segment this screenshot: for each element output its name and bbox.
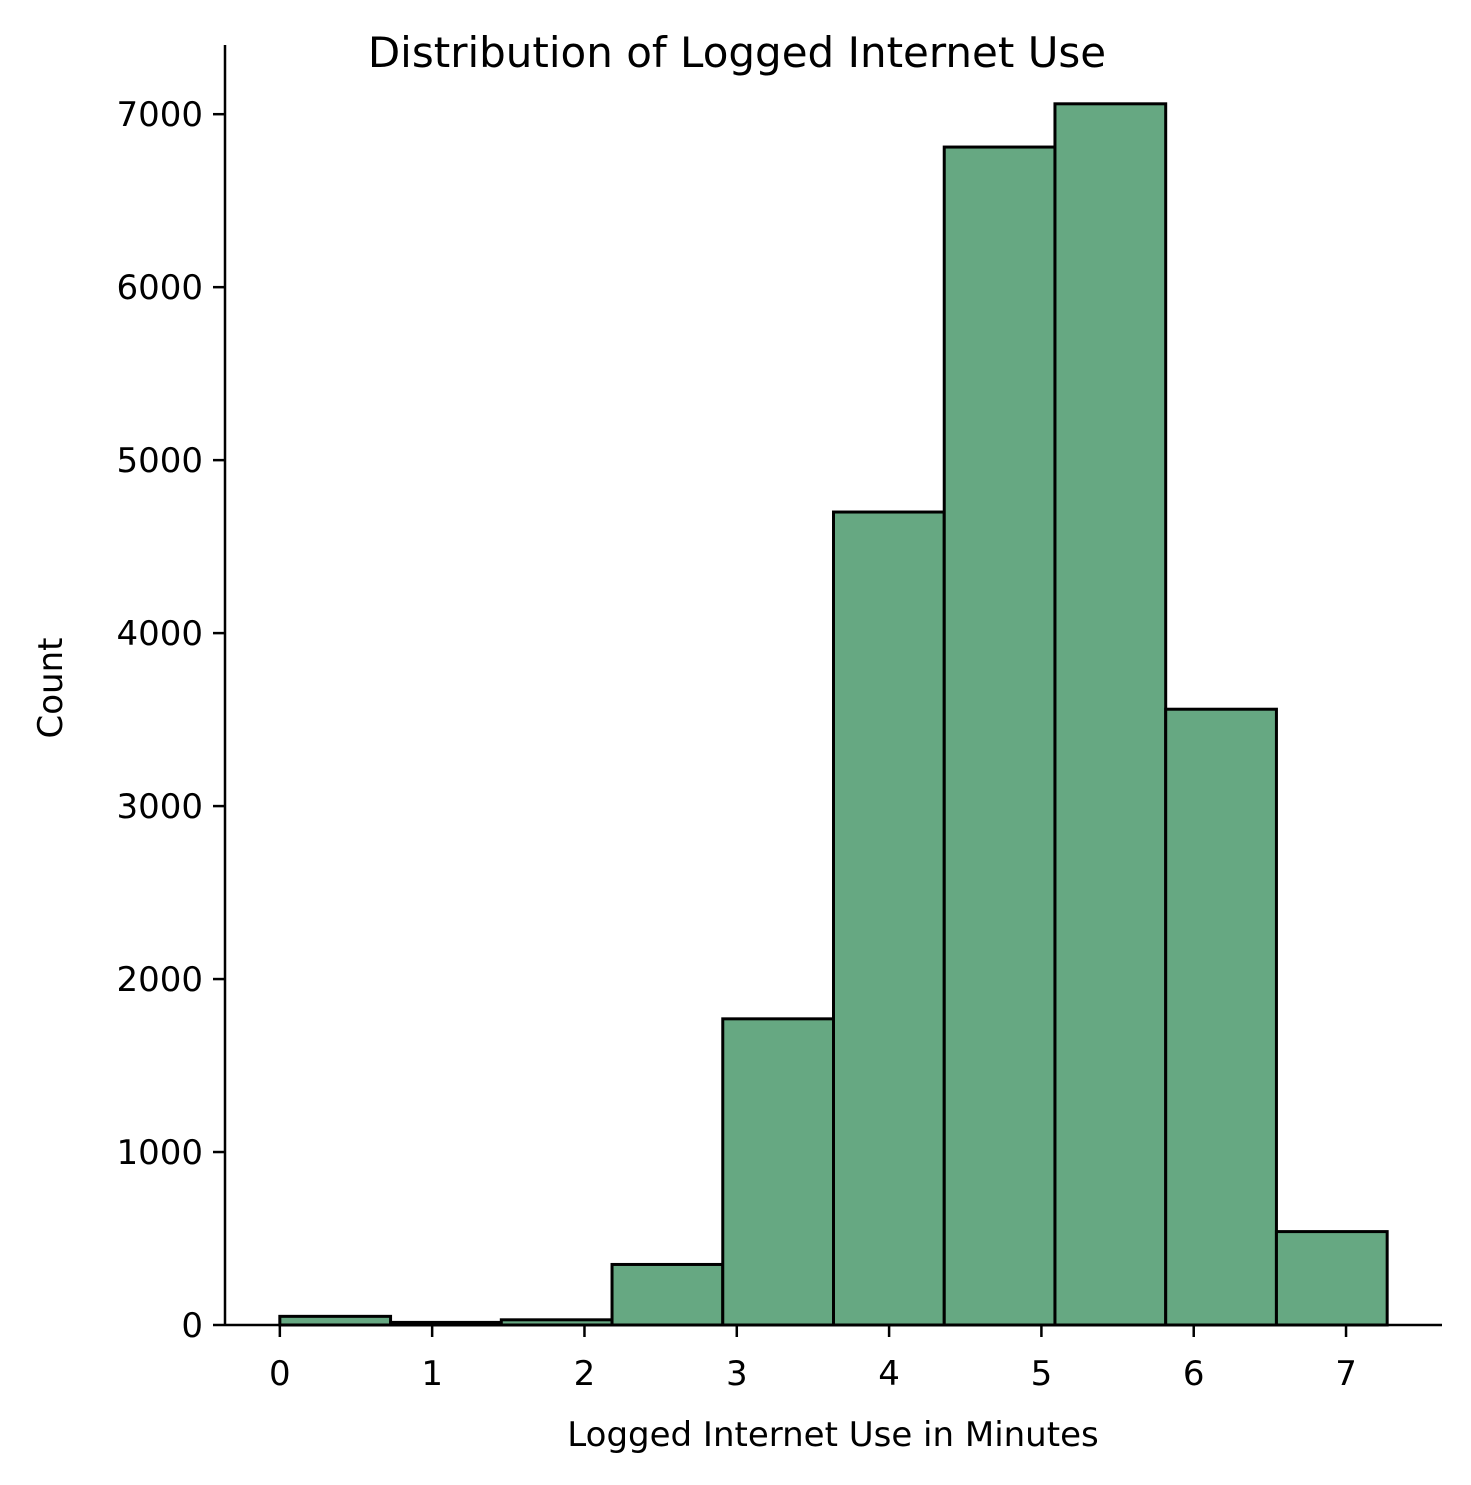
- y-tick-label: 0: [181, 1306, 203, 1346]
- y-tick-label: 7000: [116, 95, 203, 135]
- x-tick-label: 6: [1183, 1354, 1205, 1394]
- histogram-bar: [942, 145, 1057, 1327]
- x-axis-title: Logged Internet Use in Minutes: [567, 1415, 1098, 1455]
- x-tick-label: 5: [1031, 1354, 1053, 1394]
- bars-layer: [278, 102, 1389, 1327]
- histogram-bar: [278, 1314, 393, 1327]
- histogram-bar: [610, 1262, 725, 1327]
- x-tick-label: 4: [878, 1354, 900, 1394]
- histogram-bar: [1164, 707, 1278, 1327]
- x-tick-label: 7: [1335, 1354, 1357, 1394]
- y-axis-title: Count: [31, 638, 71, 739]
- x-tick-label: 3: [726, 1354, 748, 1394]
- x-tick-label: 2: [574, 1354, 596, 1394]
- histogram-bar: [721, 1017, 836, 1327]
- x-ticks: 0 1 2 3 4 5 6 7: [269, 1325, 1357, 1394]
- histogram-bar: [1053, 102, 1168, 1327]
- y-tick-label: 2000: [116, 960, 203, 1000]
- histogram-bar: [1274, 1230, 1389, 1327]
- y-tick-label: 1000: [116, 1133, 203, 1173]
- x-tick-label: 0: [269, 1354, 291, 1394]
- y-tick-label: 5000: [116, 441, 203, 481]
- x-tick-label: 1: [421, 1354, 443, 1394]
- y-ticks: 0 1000 2000 3000 4000 5000 6000 7000: [116, 95, 225, 1346]
- y-tick-label: 3000: [116, 787, 203, 827]
- y-tick-label: 6000: [116, 268, 203, 308]
- chart-title: Distribution of Logged Internet Use: [368, 28, 1106, 77]
- y-tick-label: 4000: [116, 614, 203, 654]
- histogram-bar: [832, 510, 946, 1327]
- axes-layer: [223, 45, 1442, 1327]
